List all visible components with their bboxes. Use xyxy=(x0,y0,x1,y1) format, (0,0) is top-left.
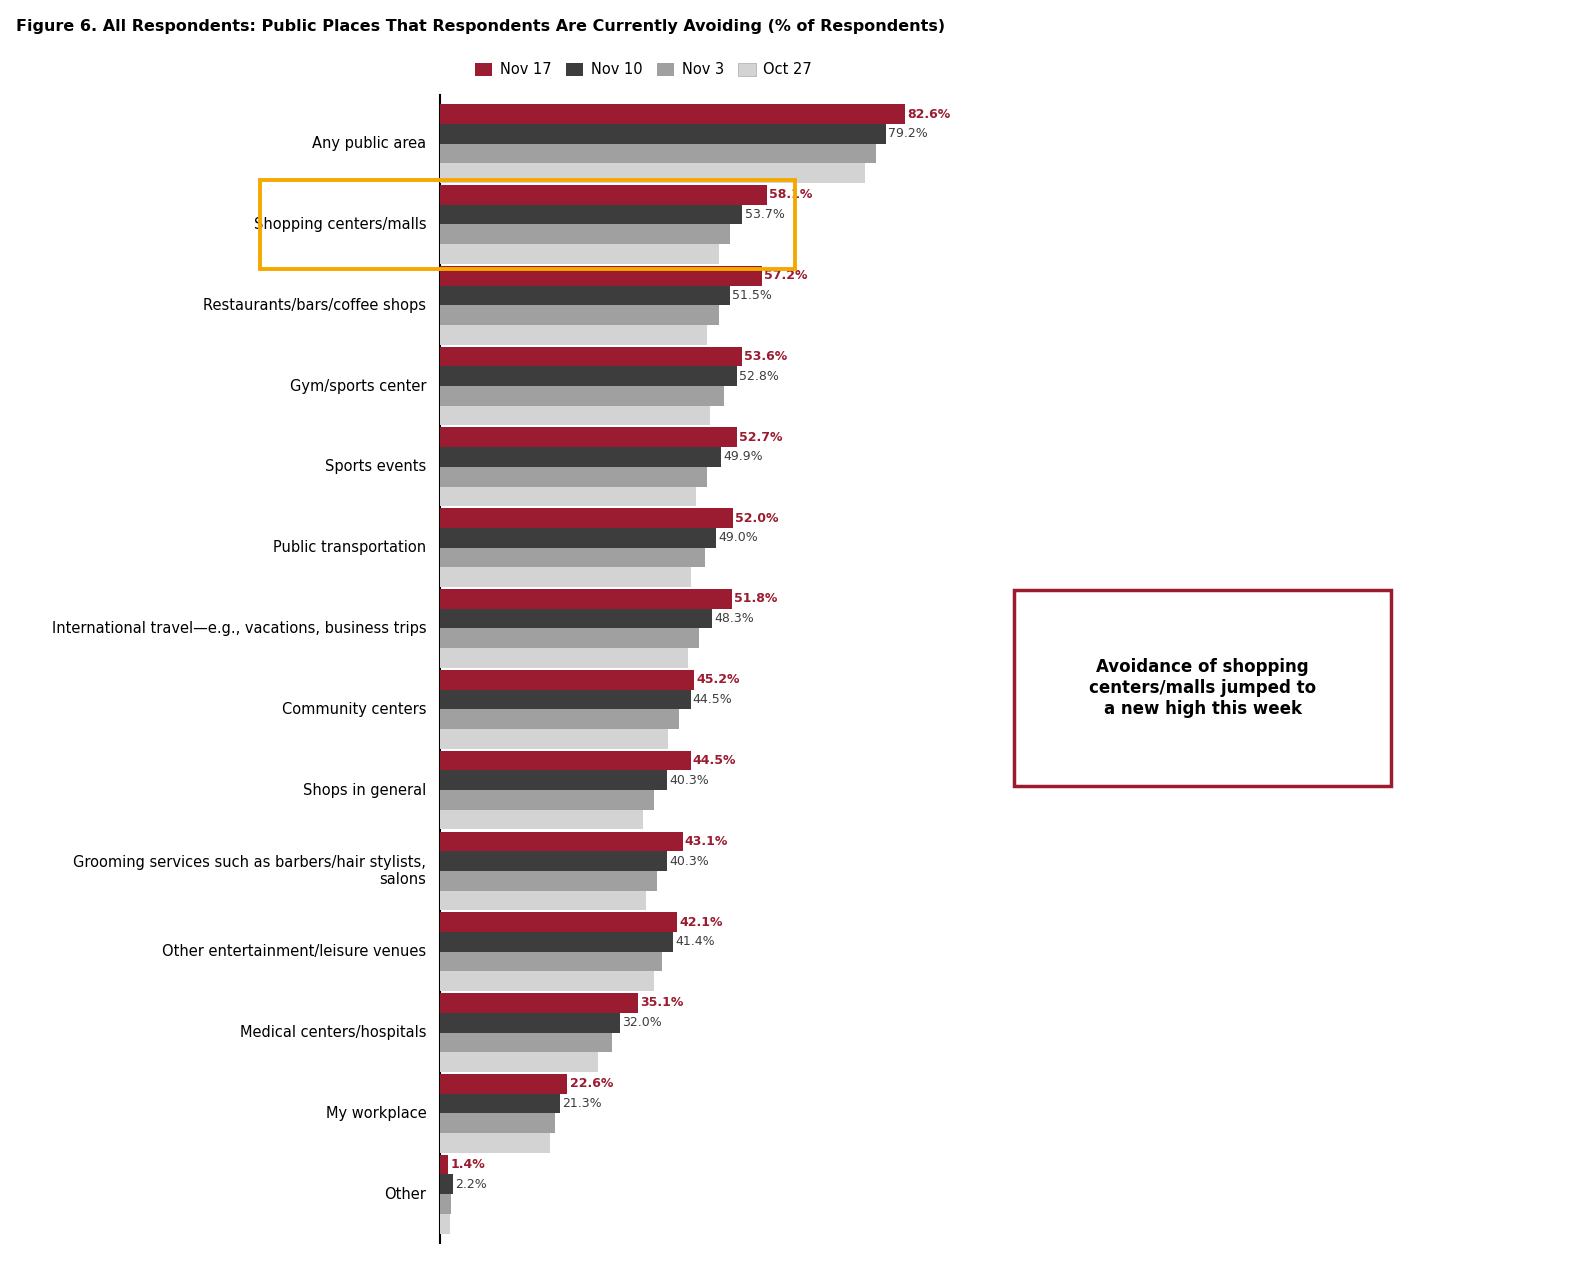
Bar xyxy=(440,204,742,224)
Text: 1.4%: 1.4% xyxy=(450,1158,486,1172)
Bar xyxy=(440,527,715,548)
Text: 52.7%: 52.7% xyxy=(739,431,783,444)
Bar xyxy=(440,1094,560,1113)
Bar xyxy=(440,1113,555,1134)
Bar xyxy=(440,385,725,406)
Text: 52.8%: 52.8% xyxy=(739,370,780,383)
Text: Avoidance of shopping
centers/malls jumped to
a new high this week: Avoidance of shopping centers/malls jump… xyxy=(1089,658,1316,718)
Text: 79.2%: 79.2% xyxy=(888,127,927,141)
Bar xyxy=(440,185,767,204)
Text: 48.3%: 48.3% xyxy=(714,612,755,625)
Bar xyxy=(440,590,731,609)
Bar xyxy=(440,143,876,164)
Bar xyxy=(440,1194,451,1213)
Text: 40.3%: 40.3% xyxy=(670,773,709,786)
Bar xyxy=(440,266,762,285)
Bar xyxy=(440,448,722,467)
Bar xyxy=(440,1032,612,1052)
Bar xyxy=(440,427,737,448)
Legend: Nov 17, Nov 10, Nov 3, Oct 27: Nov 17, Nov 10, Nov 3, Oct 27 xyxy=(468,57,817,84)
Bar xyxy=(440,406,711,425)
Text: 51.8%: 51.8% xyxy=(734,592,777,605)
Bar xyxy=(440,751,690,771)
Bar xyxy=(440,1213,450,1234)
Text: 44.5%: 44.5% xyxy=(693,754,736,767)
Text: 32.0%: 32.0% xyxy=(623,1016,662,1030)
Text: 44.5%: 44.5% xyxy=(693,692,733,706)
Bar xyxy=(440,952,662,971)
Bar xyxy=(440,670,695,690)
Text: 82.6%: 82.6% xyxy=(907,108,951,120)
Bar xyxy=(259,180,794,269)
Bar xyxy=(440,346,742,366)
Bar xyxy=(440,810,643,829)
Bar xyxy=(440,832,682,851)
Text: 45.2%: 45.2% xyxy=(696,673,740,686)
Text: 58.1%: 58.1% xyxy=(769,189,813,202)
Text: 22.6%: 22.6% xyxy=(569,1078,613,1090)
Bar xyxy=(440,629,700,648)
Text: 40.3%: 40.3% xyxy=(670,855,709,867)
Text: 2.2%: 2.2% xyxy=(454,1178,487,1191)
Bar xyxy=(440,890,646,910)
Text: 53.6%: 53.6% xyxy=(744,350,788,363)
Bar xyxy=(440,932,673,952)
Bar xyxy=(440,224,729,243)
Bar xyxy=(440,243,718,264)
Text: 49.0%: 49.0% xyxy=(718,531,758,544)
Bar xyxy=(440,467,707,487)
Bar xyxy=(440,790,654,810)
Bar xyxy=(440,609,712,629)
Text: Figure 6. All Respondents: Public Places That Respondents Are Currently Avoiding: Figure 6. All Respondents: Public Places… xyxy=(16,19,945,34)
Bar xyxy=(440,913,678,932)
Bar xyxy=(440,648,687,668)
Bar xyxy=(440,508,733,527)
Bar xyxy=(440,124,885,143)
Bar xyxy=(440,164,865,183)
Bar xyxy=(440,548,704,567)
Text: 49.9%: 49.9% xyxy=(723,450,762,464)
Bar xyxy=(440,709,679,729)
Bar xyxy=(440,487,696,506)
Bar xyxy=(440,1155,448,1174)
Bar xyxy=(440,306,718,325)
Bar xyxy=(440,729,668,748)
Bar xyxy=(440,851,667,871)
Bar xyxy=(440,1074,567,1094)
Bar xyxy=(440,1052,597,1071)
Text: 57.2%: 57.2% xyxy=(764,269,808,283)
Text: 43.1%: 43.1% xyxy=(685,834,728,848)
Text: 42.1%: 42.1% xyxy=(679,915,723,928)
Bar xyxy=(440,771,667,790)
Text: 51.5%: 51.5% xyxy=(733,289,772,302)
Bar xyxy=(440,871,657,890)
Bar xyxy=(440,366,737,385)
Bar xyxy=(440,104,905,124)
Bar xyxy=(440,1013,621,1032)
Text: 41.4%: 41.4% xyxy=(676,936,715,948)
Bar xyxy=(440,690,690,709)
Bar xyxy=(440,971,654,992)
Text: 52.0%: 52.0% xyxy=(736,511,778,525)
Bar xyxy=(440,1174,453,1194)
Bar xyxy=(440,993,638,1013)
Text: 21.3%: 21.3% xyxy=(563,1097,602,1110)
Text: 35.1%: 35.1% xyxy=(640,997,684,1009)
Bar xyxy=(440,285,729,306)
Bar xyxy=(440,325,707,345)
Bar xyxy=(440,567,690,587)
Text: 53.7%: 53.7% xyxy=(745,208,784,221)
Bar xyxy=(440,1134,550,1153)
